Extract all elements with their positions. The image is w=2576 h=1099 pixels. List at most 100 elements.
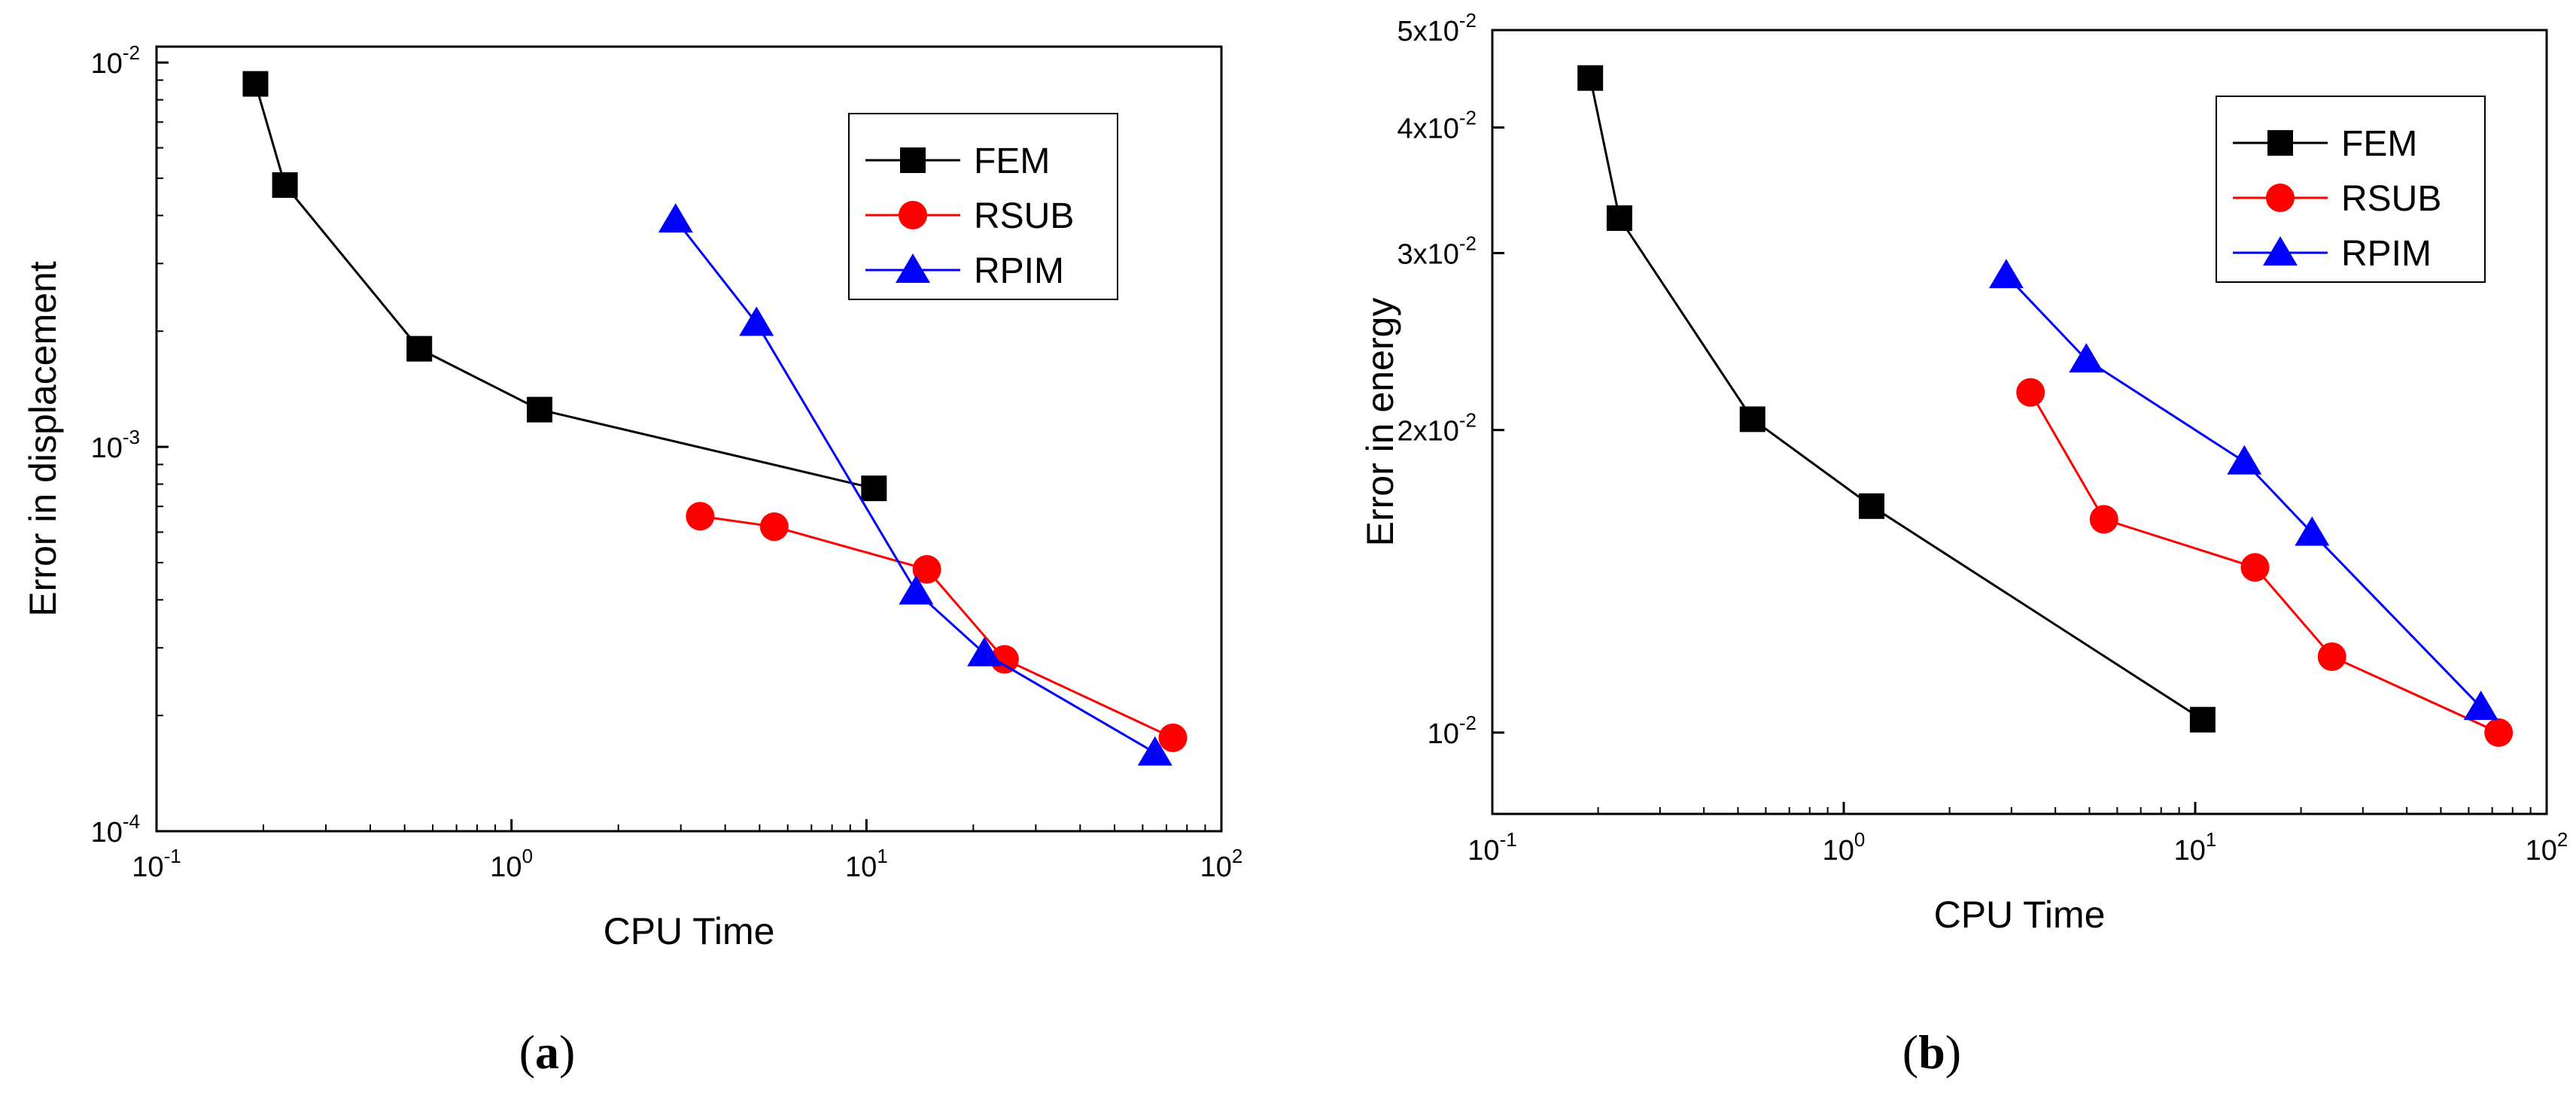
tick-exponent: -2 bbox=[1459, 232, 1477, 254]
x-tick-label: 101 bbox=[845, 845, 888, 883]
data-point bbox=[1988, 259, 2024, 289]
x-axis-label: CPU Time bbox=[1934, 894, 2106, 936]
x-tick-label: 102 bbox=[1200, 845, 1243, 883]
tick-exponent: -2 bbox=[1459, 106, 1477, 129]
plot-frame bbox=[155, 45, 1223, 833]
series-rsub bbox=[686, 502, 1188, 752]
tick-exponent: -2 bbox=[1459, 9, 1477, 32]
tick-base: 5x10 bbox=[1397, 16, 1458, 47]
tick-base: 10 bbox=[1200, 852, 1232, 883]
legend-marker bbox=[2267, 130, 2293, 156]
tick-exponent: 0 bbox=[1854, 828, 1865, 851]
caption-paren: ) bbox=[559, 1025, 575, 1079]
tick-base: 10 bbox=[132, 852, 163, 883]
legend-marker bbox=[2266, 184, 2295, 212]
data-point bbox=[739, 306, 774, 336]
caption-letter: a bbox=[535, 1025, 559, 1079]
y-tick-label: 10-4 bbox=[91, 810, 140, 849]
tick-base: 10 bbox=[1428, 718, 1459, 750]
y-tick-label: 10-2 bbox=[1428, 712, 1477, 750]
x-tick-label: 100 bbox=[1823, 828, 1866, 867]
legend-label: FEM bbox=[2341, 124, 2417, 164]
legend-box bbox=[848, 113, 1118, 300]
legend-marker bbox=[2263, 236, 2298, 266]
tick-base: 10 bbox=[1467, 835, 1499, 867]
data-point bbox=[2089, 505, 2118, 534]
data-point bbox=[2189, 706, 2216, 733]
data-point bbox=[990, 645, 1019, 674]
data-point bbox=[1606, 205, 1632, 231]
tick-exponent: 2 bbox=[2557, 828, 2568, 851]
y-tick-label: 3x10-2 bbox=[1397, 232, 1477, 270]
tick-exponent: 2 bbox=[1232, 845, 1242, 867]
series-fem bbox=[1577, 65, 2216, 733]
series-fem bbox=[242, 71, 887, 502]
y-axis-label: Error in energy bbox=[1359, 298, 1401, 547]
data-point bbox=[2069, 343, 2104, 373]
data-point bbox=[2484, 718, 2514, 747]
series-line bbox=[254, 83, 874, 490]
caption-paren: ( bbox=[1902, 1025, 1918, 1079]
tick-base: 4x10 bbox=[1397, 113, 1458, 144]
x-tick-label: 100 bbox=[490, 845, 533, 883]
y-tick-label: 10-3 bbox=[91, 426, 140, 464]
caption-paren: ( bbox=[519, 1025, 535, 1079]
x-tick-label: 10-1 bbox=[1467, 828, 1516, 867]
data-point bbox=[1137, 736, 1172, 766]
data-point bbox=[1577, 65, 1604, 91]
legend-label: RSUB bbox=[2341, 179, 2441, 219]
y-axis-label: Error in displacement bbox=[22, 261, 64, 617]
tick-base: 10 bbox=[490, 852, 522, 883]
data-point bbox=[1858, 493, 1884, 519]
y-tick-label: 2x10-2 bbox=[1397, 409, 1477, 448]
tick-exponent: 1 bbox=[877, 845, 887, 867]
data-point bbox=[899, 575, 934, 605]
x-tick-label: 101 bbox=[2174, 828, 2217, 867]
tick-exponent: 1 bbox=[2206, 828, 2216, 851]
tick-base: 10 bbox=[2174, 835, 2206, 867]
tick-base: 10 bbox=[2526, 835, 2557, 867]
series-rpim bbox=[1988, 259, 2498, 721]
y-tick-label: 5x10-2 bbox=[1397, 9, 1477, 47]
tick-base: 10 bbox=[91, 48, 123, 80]
data-point bbox=[242, 71, 269, 97]
tick-base: 10 bbox=[91, 817, 123, 849]
data-point bbox=[861, 475, 887, 502]
x-tick-label: 10-1 bbox=[132, 845, 181, 883]
data-point bbox=[1158, 723, 1188, 752]
data-point bbox=[2463, 691, 2498, 721]
series-line bbox=[700, 515, 1174, 739]
data-point bbox=[406, 335, 433, 362]
y-tick-label: 4x10-2 bbox=[1397, 106, 1477, 144]
legend-marker bbox=[899, 201, 927, 229]
tick-exponent: -2 bbox=[123, 41, 140, 64]
data-point bbox=[2317, 642, 2346, 671]
tick-exponent: -3 bbox=[123, 426, 140, 448]
tick-exponent: -4 bbox=[123, 810, 140, 833]
plot-frame bbox=[1491, 29, 2548, 815]
y-tick-label: 10-2 bbox=[91, 41, 140, 80]
caption-paren: ) bbox=[1945, 1025, 1961, 1079]
caption-letter: b bbox=[1918, 1025, 1945, 1079]
data-point bbox=[527, 396, 553, 423]
legend-box bbox=[2216, 96, 2486, 283]
x-axis-label: CPU Time bbox=[604, 910, 775, 952]
data-point bbox=[658, 203, 693, 233]
panel-caption: (b) bbox=[1902, 1025, 1961, 1079]
series-line bbox=[2005, 275, 2482, 709]
legend-label: RPIM bbox=[2341, 234, 2432, 274]
data-point bbox=[912, 554, 941, 584]
data-point bbox=[272, 172, 298, 199]
tick-base: 10 bbox=[1823, 835, 1854, 867]
tick-base: 2x10 bbox=[1397, 416, 1458, 448]
legend-label: RPIM bbox=[974, 251, 1064, 291]
series-rsub bbox=[2016, 378, 2514, 747]
tick-base: 10 bbox=[845, 852, 877, 883]
tick-exponent: -1 bbox=[1500, 828, 1517, 851]
chart-panel-b: 10-1 100 101 10210-22x10-23x10-24x10-25x10-… bbox=[1359, 9, 2568, 1079]
series-rpim bbox=[658, 203, 1172, 766]
series-line bbox=[1589, 77, 2203, 721]
tick-exponent: -1 bbox=[164, 845, 181, 867]
